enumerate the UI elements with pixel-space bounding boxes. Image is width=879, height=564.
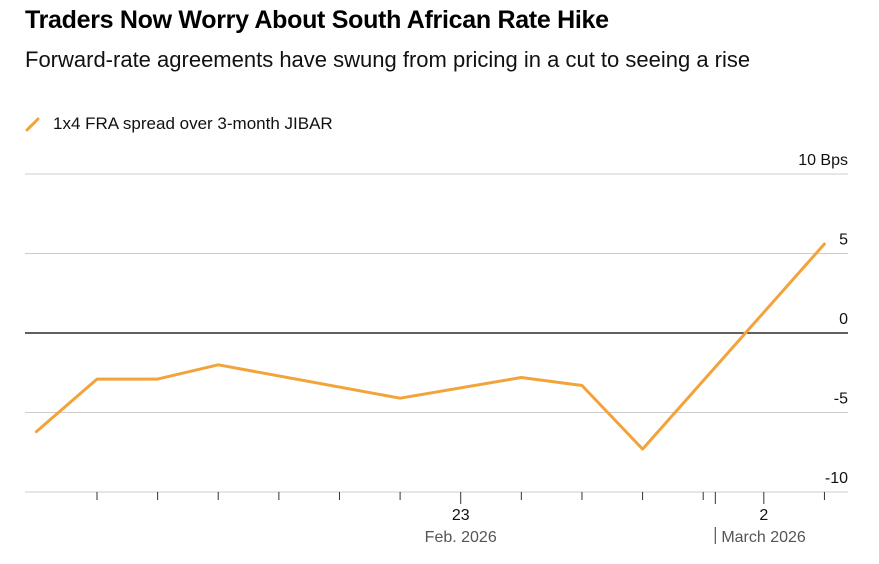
- x-tick-label: 23: [452, 507, 470, 524]
- y-tick-label: -10: [825, 470, 848, 487]
- x-month-label: Feb. 2026: [425, 529, 497, 546]
- y-tick-label: 0: [839, 311, 848, 328]
- x-month-label: March 2026: [721, 529, 806, 546]
- y-tick-label: 10 Bps: [798, 152, 848, 169]
- y-tick-label: 5: [839, 232, 848, 249]
- diagonal-line-icon: [25, 117, 40, 132]
- chart-title: Traders Now Worry About South African Ra…: [25, 6, 609, 34]
- series-line: [34, 242, 826, 451]
- legend-label: 1x4 FRA spread over 3-month JIBAR: [53, 114, 333, 133]
- chart-subtitle: Forward-rate agreements have swung from …: [25, 47, 751, 72]
- legend: 1x4 FRA spread over 3-month JIBAR: [25, 114, 333, 134]
- x-tick-label: 2: [759, 507, 768, 524]
- y-tick-label: -5: [834, 391, 848, 408]
